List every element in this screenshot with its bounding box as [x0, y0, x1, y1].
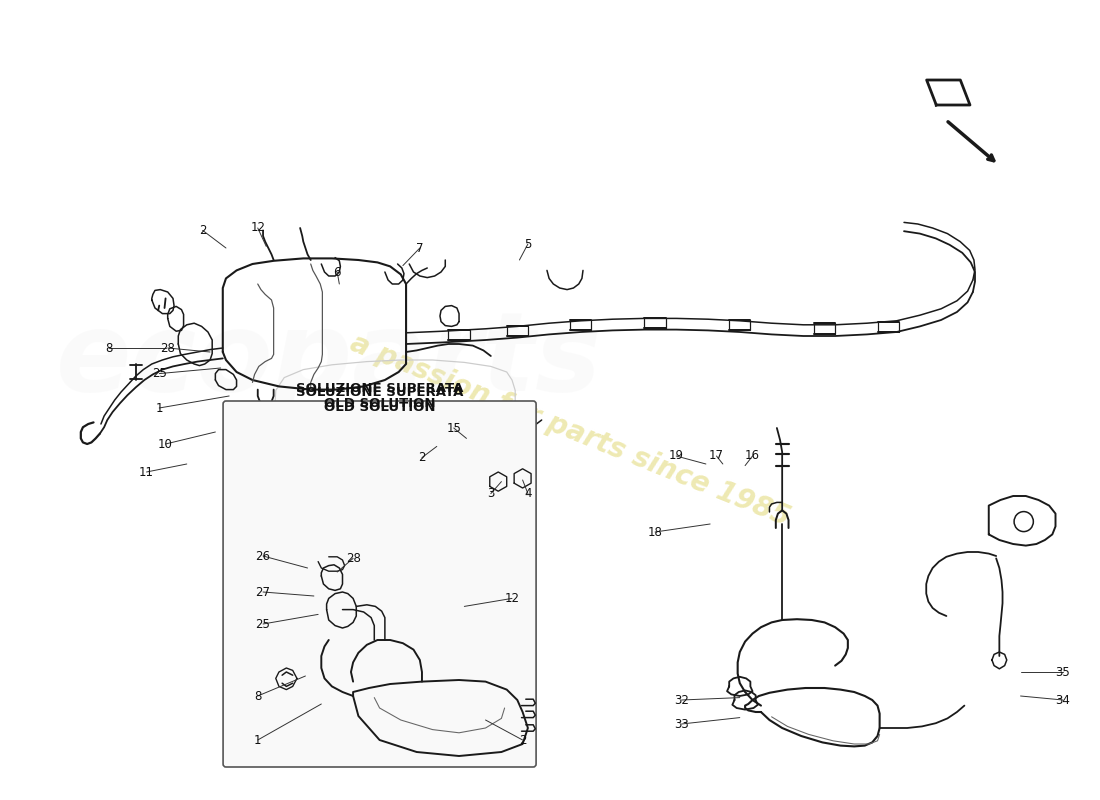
- Text: SOLUZIONE SUPERATA
OLD SOLUTION: SOLUZIONE SUPERATA OLD SOLUTION: [296, 382, 463, 410]
- Text: 33: 33: [674, 718, 689, 730]
- Text: 8: 8: [254, 690, 262, 702]
- Text: 7: 7: [416, 242, 424, 254]
- Text: 16: 16: [745, 450, 760, 462]
- Text: 25: 25: [255, 618, 271, 630]
- Text: 10: 10: [158, 438, 173, 450]
- Text: 19: 19: [669, 450, 684, 462]
- Text: 27: 27: [255, 586, 271, 598]
- Text: 35: 35: [1056, 666, 1070, 678]
- Text: 1: 1: [254, 734, 262, 746]
- Text: 25: 25: [152, 367, 167, 380]
- Text: 15: 15: [447, 422, 461, 434]
- Text: SOLUZIONE SUPERATA
OLD SOLUTION: SOLUZIONE SUPERATA OLD SOLUTION: [296, 386, 463, 414]
- Text: 4: 4: [525, 487, 531, 500]
- Text: 32: 32: [674, 694, 689, 706]
- Text: 11: 11: [139, 466, 154, 478]
- Text: 1: 1: [155, 402, 163, 414]
- Text: 26: 26: [255, 550, 271, 562]
- Text: 6: 6: [333, 266, 341, 278]
- Text: a passion for parts since 1985: a passion for parts since 1985: [346, 329, 794, 531]
- Text: 3: 3: [487, 487, 495, 500]
- Text: 2: 2: [199, 224, 207, 237]
- Text: 8: 8: [106, 342, 113, 354]
- Text: 34: 34: [1056, 694, 1070, 706]
- Text: 5: 5: [525, 238, 531, 250]
- Text: 2: 2: [418, 451, 426, 464]
- Text: 2: 2: [519, 734, 527, 746]
- Text: 12: 12: [505, 592, 519, 605]
- Text: 28: 28: [161, 342, 175, 354]
- Text: 28: 28: [345, 552, 361, 565]
- Text: ecoparts: ecoparts: [56, 306, 603, 414]
- FancyBboxPatch shape: [223, 401, 536, 767]
- Text: 17: 17: [710, 450, 724, 462]
- Text: 12: 12: [250, 222, 265, 234]
- Text: 18: 18: [648, 526, 662, 538]
